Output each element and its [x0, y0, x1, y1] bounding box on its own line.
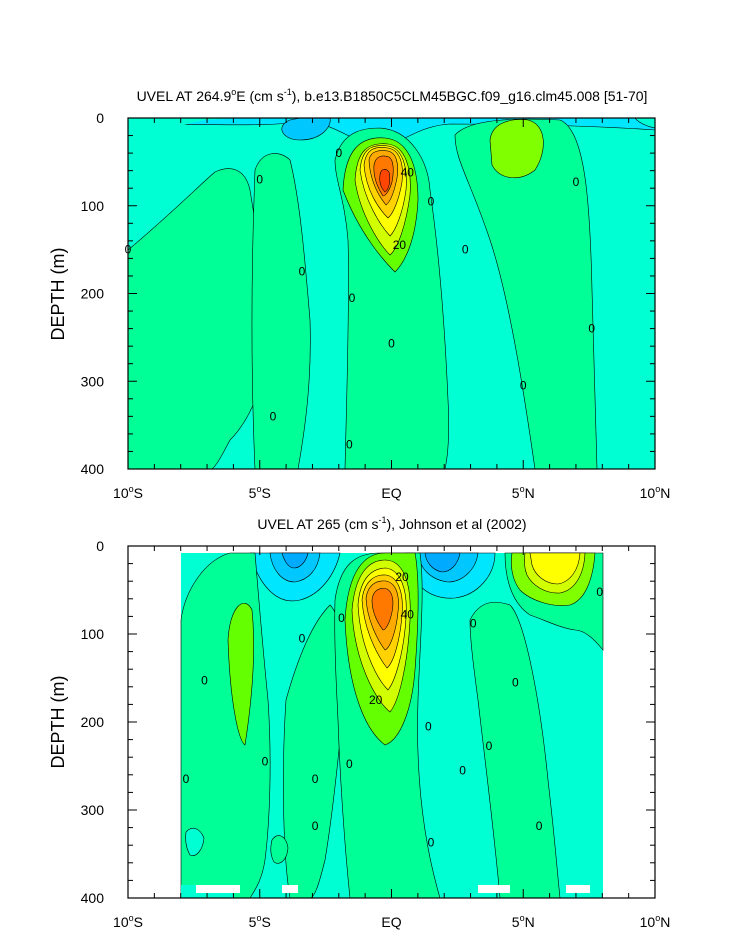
- contour-label: 0: [596, 585, 603, 599]
- contour-label: 0: [256, 172, 263, 186]
- y-tick-label: 300: [81, 373, 105, 389]
- contour-label: 0: [346, 437, 353, 451]
- contour-label: 40: [401, 608, 415, 622]
- x-tick-label: 5oS: [249, 484, 271, 501]
- y-tick-label: 400: [81, 461, 105, 477]
- region-small-patch-2: [270, 835, 289, 864]
- region-ncc: [489, 119, 544, 178]
- contour-label: 0: [588, 322, 595, 336]
- y-tick-label: 100: [81, 626, 105, 642]
- x-tick-label: 10oN: [640, 484, 671, 501]
- y-tick-label: 300: [81, 802, 105, 818]
- contour-label: 20: [369, 693, 383, 707]
- no-data-notch-2: [282, 885, 298, 893]
- y-tick-label: 200: [81, 286, 105, 302]
- no-data-notch-4: [566, 885, 590, 893]
- contour-label: 0: [388, 337, 395, 351]
- y-tick-label: 0: [96, 538, 104, 554]
- euc-core: [379, 169, 391, 193]
- contour-label: 0: [470, 616, 477, 630]
- contour-label: 0: [428, 836, 435, 850]
- region-ncc-30: [529, 552, 581, 585]
- x-tick-label: 10oS: [113, 913, 143, 930]
- contour-label: 0: [299, 631, 306, 645]
- contour-label: 0: [312, 819, 319, 833]
- no-data-notch-3: [478, 885, 510, 893]
- region-westward-max-south: [281, 552, 309, 569]
- euc-core: [371, 588, 394, 631]
- contour-label: 0: [349, 291, 356, 305]
- x-tick-label: 10oN: [640, 913, 671, 930]
- y-axis-label-bottom: DEPTH (m): [48, 676, 68, 769]
- contour-label: 0: [346, 757, 353, 771]
- x-tick-label: 5oS: [249, 913, 271, 930]
- region-eastward-tongue: [251, 153, 311, 469]
- contour-label: 0: [486, 739, 493, 753]
- region-gap: [128, 118, 240, 155]
- contour-label: 40: [401, 165, 415, 179]
- contour-label: 0: [125, 243, 132, 257]
- contour-label: 0: [299, 265, 306, 279]
- y-tick-label: 400: [81, 890, 105, 906]
- x-tick-label: EQ: [381, 485, 401, 501]
- x-tick-label: EQ: [381, 914, 401, 930]
- contour-label: 0: [425, 719, 432, 733]
- region-eastward-north: [469, 601, 561, 898]
- x-tick-label: 5oN: [512, 484, 535, 501]
- contour-labels-bottom: 0 0 0 0 0 0 0 0 0 0 0 0 0 0 0 0 20 40 20: [183, 570, 604, 850]
- contour-label: 0: [428, 194, 435, 208]
- contour-label: 0: [573, 175, 580, 189]
- region-small-patch-1: [185, 827, 205, 856]
- y-tick-label: 100: [81, 198, 105, 214]
- contour-label: 0: [459, 763, 466, 777]
- x-tick-label: 10oS: [113, 484, 143, 501]
- panel-top: 0 0 0 0 0 0 0 0 0 0 0 0 0 40 20 0 100 200 300 400 10oS 5oS EQ…: [48, 87, 670, 501]
- region-eastward-south-core: [227, 603, 254, 746]
- region-westward-max-north: [424, 552, 461, 573]
- contour-label: 0: [536, 819, 543, 833]
- panel-bottom: 0 0 0 0 0 0 0 0 0 0 0 0 0 0 0 0 20 40 20 0 100 200 300 400 10oS…: [48, 515, 670, 930]
- contour-label: 0: [201, 674, 208, 688]
- no-data-notch-1: [196, 885, 240, 893]
- contour-label: 0: [312, 772, 319, 786]
- y-tick-label: 200: [81, 714, 105, 730]
- contour-label: 0: [462, 243, 469, 257]
- y-tick-label: 0: [96, 110, 104, 126]
- region-eastward-north: [454, 118, 598, 469]
- y-axis-label-top: DEPTH (m): [48, 248, 68, 341]
- contour-labels-top: 0 0 0 0 0 0 0 0 0 0 0 0 0 40 20: [125, 146, 596, 451]
- contour-field-bottom: [128, 546, 655, 898]
- contour-label: 0: [270, 409, 277, 423]
- contour-label: 0: [335, 146, 342, 160]
- contour-label: 20: [393, 238, 407, 252]
- region-surface-strong-westward: [281, 118, 331, 141]
- contour-label: 0: [512, 675, 519, 689]
- region-edge-ne: [634, 118, 655, 129]
- contour-label: 20: [395, 570, 409, 584]
- contour-label: 0: [262, 755, 269, 769]
- contour-field-top: [128, 118, 655, 469]
- chart-title-top: UVEL AT 264.9oE (cm s-1), b.e13.B1850C5C…: [137, 87, 648, 104]
- contour-label: 0: [338, 611, 345, 625]
- x-tick-label: 5oN: [512, 913, 535, 930]
- contour-label: 0: [183, 772, 190, 786]
- chart-title-bottom: UVEL AT 265 (cm s-1), Johnson et al (200…: [257, 515, 526, 532]
- contour-label: 0: [520, 379, 527, 393]
